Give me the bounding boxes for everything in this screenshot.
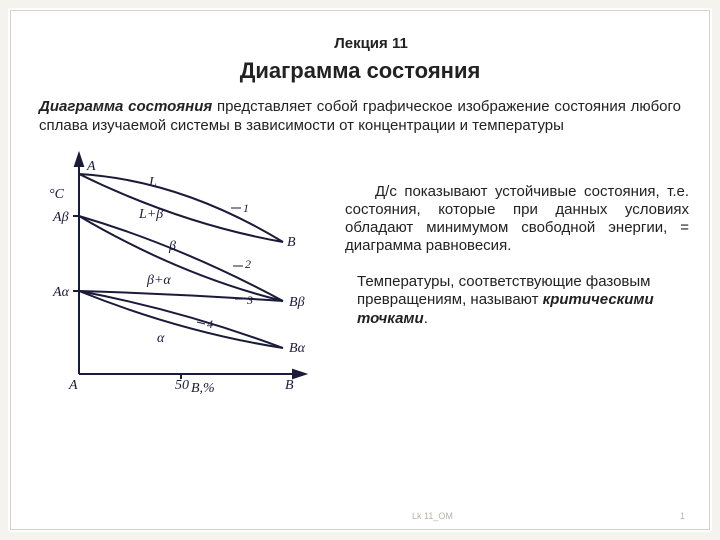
page-number: 1 xyxy=(680,511,685,521)
svg-text:3: 3 xyxy=(246,293,253,307)
right-column: Д/с показывают устойчивые состояния, т.е… xyxy=(345,146,689,344)
slide-title: Диаграмма состояния xyxy=(31,58,689,84)
paragraph-2: Д/с показывают устойчивые состояния, т.е… xyxy=(345,183,689,255)
content-row: °C A Aβ Aα A B Bβ Bα B 50 B,% L L+β xyxy=(31,146,689,396)
svg-text:Aβ: Aβ xyxy=(52,210,69,225)
svg-text:°C: °C xyxy=(49,187,65,202)
svg-text:A: A xyxy=(68,378,78,393)
svg-text:L+β: L+β xyxy=(138,207,163,222)
svg-text:Aα: Aα xyxy=(52,285,70,300)
svg-text:4: 4 xyxy=(207,317,213,331)
svg-text:B: B xyxy=(285,378,294,393)
svg-text:B,%: B,% xyxy=(191,381,215,396)
paragraph-3: Температуры, соответствующие фазовым пре… xyxy=(345,273,689,329)
p2-lead: Д/с xyxy=(375,183,397,200)
svg-text:A: A xyxy=(86,159,96,174)
svg-text:β: β xyxy=(168,239,176,254)
slide-frame: Лекция 11 Диаграмма состояния Диаграмма … xyxy=(0,0,720,540)
intro-em: Диаграмма состояния xyxy=(39,98,212,115)
slide-inner: Лекция 11 Диаграмма состояния Диаграмма … xyxy=(10,10,710,530)
svg-text:Bα: Bα xyxy=(289,341,306,356)
p2-rest: показывают устойчивые состояния, т.е. со… xyxy=(345,183,689,254)
svg-text:α: α xyxy=(157,331,165,346)
svg-text:50: 50 xyxy=(175,378,189,393)
svg-text:L: L xyxy=(148,175,157,190)
intro-paragraph: Диаграмма состояния представляет собой г… xyxy=(39,98,681,136)
svg-text:β+α: β+α xyxy=(146,273,171,288)
footer: Lk 11_ОМ 1 xyxy=(35,511,685,521)
svg-text:Bβ: Bβ xyxy=(289,295,305,310)
phase-diagram: °C A Aβ Aα A B Bβ Bα B 50 B,% L L+β xyxy=(31,146,331,396)
svg-text:1: 1 xyxy=(243,201,249,215)
footer-label: Lk 11_ОМ xyxy=(412,511,453,521)
svg-text:B: B xyxy=(287,235,296,250)
lecture-number: Лекция 11 xyxy=(271,35,471,52)
svg-text:2: 2 xyxy=(245,257,251,271)
p3-b: . xyxy=(424,310,428,327)
